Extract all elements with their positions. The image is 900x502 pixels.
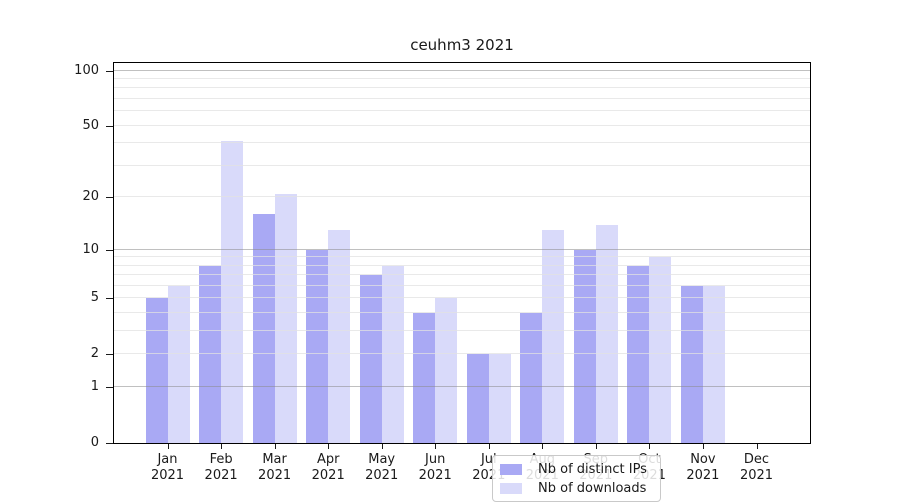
y-tick-label-10: 10 bbox=[82, 241, 99, 257]
x-tick-mark-apr bbox=[328, 444, 330, 449]
x-tick-label-mar: Mar 2021 bbox=[258, 452, 292, 483]
x-tick-label-dec: Dec 2021 bbox=[739, 452, 774, 483]
y-tick-mark-50 bbox=[106, 125, 113, 127]
y-tick-label-20: 20 bbox=[82, 189, 99, 205]
x-tick-mark-jul bbox=[488, 444, 490, 449]
legend: Nb of distinct IPs Nb of downloads bbox=[492, 455, 661, 502]
x-tick-label-jun: Jun 2021 bbox=[418, 452, 452, 483]
legend-row: Nb of downloads bbox=[500, 481, 652, 496]
plot-area: Nb of distinct IPs Nb of downloads bbox=[113, 62, 811, 502]
x-tick-mark-sep bbox=[595, 444, 597, 449]
x-tick-mark-may bbox=[381, 444, 383, 449]
x-tick-label-nov: Nov 2021 bbox=[686, 452, 720, 483]
legend-swatch-nb-of-distinct-ips bbox=[500, 463, 522, 475]
y-tick-mark-1 bbox=[106, 387, 113, 389]
bar-nb-of-downloads-jan bbox=[167, 286, 190, 443]
y-tick-label-5: 5 bbox=[90, 290, 99, 306]
bar-nb-of-distinct-ips-apr bbox=[306, 249, 329, 443]
y-tick-mark-100 bbox=[106, 70, 113, 72]
x-tick-mark-feb bbox=[221, 444, 223, 449]
y-tick-label-1: 1 bbox=[90, 379, 99, 395]
legend-label: Nb of distinct IPs bbox=[538, 461, 647, 477]
x-tick-mark-dec bbox=[756, 444, 758, 449]
bar-nb-of-downloads-jul bbox=[488, 354, 511, 443]
bar-nb-of-downloads-may bbox=[381, 265, 404, 443]
bar-nb-of-distinct-ips-feb bbox=[199, 265, 222, 443]
bar-nb-of-downloads-sep bbox=[595, 224, 618, 443]
bar-nb-of-downloads-jun bbox=[435, 298, 458, 443]
y-tick-label-50: 50 bbox=[82, 117, 99, 133]
x-tick-mark-mar bbox=[274, 444, 276, 449]
x-tick-label-jan: Jan 2021 bbox=[150, 452, 185, 483]
y-tick-mark-20 bbox=[106, 197, 113, 199]
x-tick-mark-aug bbox=[542, 444, 544, 449]
legend-label: Nb of downloads bbox=[538, 480, 647, 496]
y-tick-label-2: 2 bbox=[90, 346, 99, 362]
x-tick-label-feb: Feb 2021 bbox=[204, 452, 238, 483]
chart-title: ceuhm3 2021 bbox=[410, 36, 514, 54]
y-tick-mark-2 bbox=[106, 354, 113, 356]
x-tick-label-may: May 2021 bbox=[365, 452, 399, 483]
x-tick-mark-jun bbox=[435, 444, 437, 449]
bar-nb-of-downloads-aug bbox=[542, 230, 565, 443]
bar-nb-of-distinct-ips-aug bbox=[520, 313, 543, 443]
bar-nb-of-downloads-feb bbox=[221, 141, 244, 443]
bar-nb-of-distinct-ips-mar bbox=[252, 214, 275, 443]
y-tick-mark-10 bbox=[106, 249, 113, 251]
legend-row: Nb of distinct IPs bbox=[500, 462, 652, 477]
bar-nb-of-distinct-ips-oct bbox=[627, 265, 650, 443]
legend-swatch-nb-of-downloads bbox=[500, 482, 522, 494]
bar-nb-of-downloads-mar bbox=[274, 193, 297, 443]
bar-nb-of-downloads-nov bbox=[702, 286, 725, 443]
x-tick-mark-jan bbox=[167, 444, 169, 449]
bar-nb-of-distinct-ips-jun bbox=[413, 313, 436, 443]
y-tick-mark-0 bbox=[106, 443, 113, 444]
bar-nb-of-distinct-ips-nov bbox=[680, 286, 703, 443]
x-tick-mark-nov bbox=[702, 444, 704, 449]
bar-nb-of-distinct-ips-sep bbox=[573, 249, 596, 443]
bar-nb-of-distinct-ips-may bbox=[359, 275, 382, 443]
bar-nb-of-downloads-apr bbox=[328, 230, 351, 443]
x-tick-mark-oct bbox=[649, 444, 651, 449]
bar-nb-of-downloads-oct bbox=[649, 257, 672, 443]
y-tick-label-100: 100 bbox=[74, 62, 99, 78]
y-tick-mark-5 bbox=[106, 298, 113, 300]
bar-nb-of-distinct-ips-jul bbox=[466, 354, 489, 443]
bar-nb-of-distinct-ips-jan bbox=[145, 298, 168, 443]
bars-layer bbox=[114, 63, 810, 443]
x-tick-label-apr: Apr 2021 bbox=[311, 452, 345, 483]
y-tick-label-0: 0 bbox=[90, 435, 99, 450]
